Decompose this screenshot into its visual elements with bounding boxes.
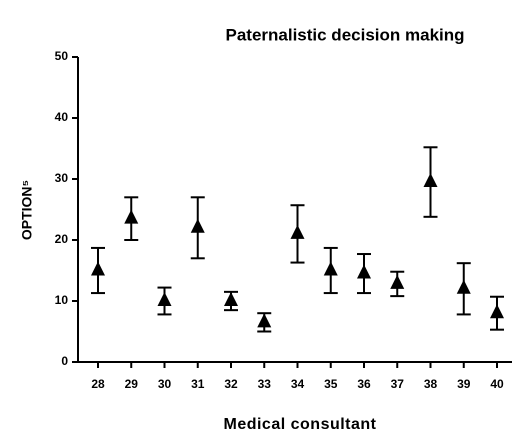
x-tick-label: 39 bbox=[457, 377, 471, 391]
marker bbox=[224, 292, 238, 306]
x-tick-label: 36 bbox=[357, 377, 371, 391]
x-tick-label: 38 bbox=[424, 377, 438, 391]
marker bbox=[490, 304, 504, 319]
y-tick-label: 30 bbox=[55, 171, 69, 185]
marker bbox=[290, 224, 305, 239]
x-axis-label: Medical consultant bbox=[223, 416, 376, 433]
x-tick-label: 33 bbox=[258, 377, 272, 391]
x-tick-label: 40 bbox=[490, 377, 504, 391]
x-tick-label: 37 bbox=[391, 377, 405, 391]
marker bbox=[456, 279, 471, 294]
marker bbox=[124, 209, 139, 224]
y-tick-label: 0 bbox=[61, 354, 68, 368]
chart-title: Paternalistic decision making bbox=[225, 25, 464, 44]
x-tick-label: 31 bbox=[191, 377, 205, 391]
y-tick-label: 10 bbox=[55, 293, 69, 307]
marker bbox=[257, 313, 272, 328]
marker bbox=[390, 274, 405, 289]
x-tick-label: 30 bbox=[158, 377, 172, 391]
x-tick-label: 32 bbox=[224, 377, 238, 391]
marker bbox=[157, 292, 172, 306]
y-tick-label: 40 bbox=[55, 110, 69, 124]
marker bbox=[91, 261, 105, 276]
x-tick-label: 29 bbox=[125, 377, 139, 391]
marker bbox=[323, 261, 338, 276]
x-tick-label: 28 bbox=[91, 377, 105, 391]
x-tick-label: 35 bbox=[324, 377, 338, 391]
y-tick-label: 50 bbox=[55, 49, 69, 63]
y-axis-label: OPTION⁵ bbox=[19, 180, 35, 240]
y-tick-label: 20 bbox=[55, 232, 69, 246]
marker bbox=[357, 264, 371, 279]
marker bbox=[190, 218, 205, 233]
marker bbox=[423, 173, 438, 188]
x-tick-label: 34 bbox=[291, 377, 305, 391]
